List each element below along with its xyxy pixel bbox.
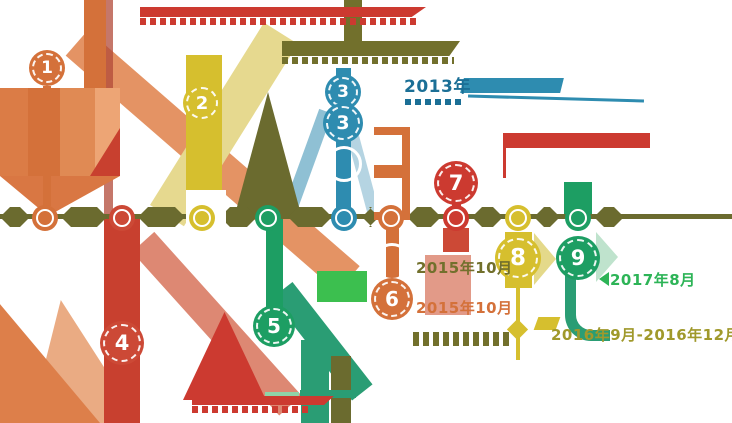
badge-9-number: 9 <box>570 246 586 270</box>
badge-3: 3 <box>323 103 363 143</box>
orange-vertical-band <box>84 0 106 92</box>
node-marker-9 <box>565 205 591 231</box>
olive-top-banner <box>282 41 460 56</box>
orange-stem-node1 <box>43 86 51 206</box>
green-left-triangle <box>599 272 609 286</box>
olive-vertical-band-bottom <box>331 356 351 423</box>
salmon-block <box>425 255 471 315</box>
label-2016-range: 2016年9月-2016年12月 <box>551 326 732 344</box>
green-bottom-bar <box>300 390 356 398</box>
blue-banner <box>460 78 564 93</box>
badge-6: 6 <box>371 278 413 320</box>
red-top-clipped-text <box>140 18 418 25</box>
red-right-bar-drop <box>503 148 506 178</box>
badge-9: 9 <box>556 236 600 280</box>
badge-3-number: 3 <box>337 82 349 102</box>
badge-5-number: 5 <box>267 314 281 338</box>
badge-2: 2 <box>183 84 221 122</box>
node-marker-6 <box>378 205 404 231</box>
bright-green-rect <box>317 271 367 302</box>
olive-clipped-text <box>413 332 509 346</box>
olive-top-clipped-text <box>282 57 454 64</box>
blue-clipped-text-fragments <box>405 99 465 105</box>
node-marker-1 <box>32 205 58 231</box>
badge-1-number: 1 <box>41 58 53 78</box>
label-2017-aug: 2017年8月 <box>610 271 696 289</box>
blue-thin-line <box>467 94 645 103</box>
red-top-banner <box>140 7 426 17</box>
node-marker-7 <box>443 205 469 231</box>
label-2015-oct-olive: 2015年10月 <box>416 259 513 277</box>
timeline-segment <box>472 207 503 227</box>
node-marker-2 <box>189 205 215 231</box>
timeline-segment <box>61 207 107 227</box>
badge-6-number: 6 <box>385 287 399 311</box>
green-hook <box>565 272 610 341</box>
timeline-segment <box>594 207 624 227</box>
node-marker-8 <box>505 205 531 231</box>
timeline-segment <box>220 207 257 227</box>
red-vertical-band <box>104 218 140 423</box>
pale-green-bottom-bar <box>265 392 299 399</box>
orange-bracket-top <box>374 127 410 173</box>
node-marker-4 <box>109 205 135 231</box>
timeline-segment <box>407 207 441 227</box>
badge-3-number: 3 <box>336 112 350 134</box>
yellow-diamond <box>506 318 529 341</box>
timeline-segment <box>0 207 30 227</box>
red-right-bar <box>503 133 650 148</box>
badge-1: 1 <box>29 50 65 86</box>
badge-7-number: 7 <box>448 171 464 195</box>
timeline-segment <box>138 207 185 227</box>
teal-vertical-band <box>266 218 283 314</box>
badge-4: 4 <box>100 321 144 365</box>
red-small-rect <box>443 228 469 252</box>
badge-4-number: 4 <box>114 331 130 355</box>
node-marker-5 <box>255 205 281 231</box>
label-2013: 2013年 <box>404 77 471 97</box>
node-marker-3 <box>331 205 357 231</box>
red-bottom-banner <box>192 396 334 405</box>
badge-8: 8 <box>495 235 541 281</box>
badge-7: 7 <box>434 161 478 205</box>
timeline-segment <box>288 207 332 227</box>
badge-2-number: 2 <box>195 92 209 114</box>
badge-5: 5 <box>253 305 295 347</box>
white-ring-node6 <box>373 243 411 281</box>
white-ring-node3 <box>326 146 362 182</box>
timeline-segment <box>534 207 560 227</box>
red-bottom-clipped-text <box>192 406 312 413</box>
label-2015-oct-orange: 2015年10月 <box>416 299 513 317</box>
yellow-stem-node2 <box>198 121 207 206</box>
